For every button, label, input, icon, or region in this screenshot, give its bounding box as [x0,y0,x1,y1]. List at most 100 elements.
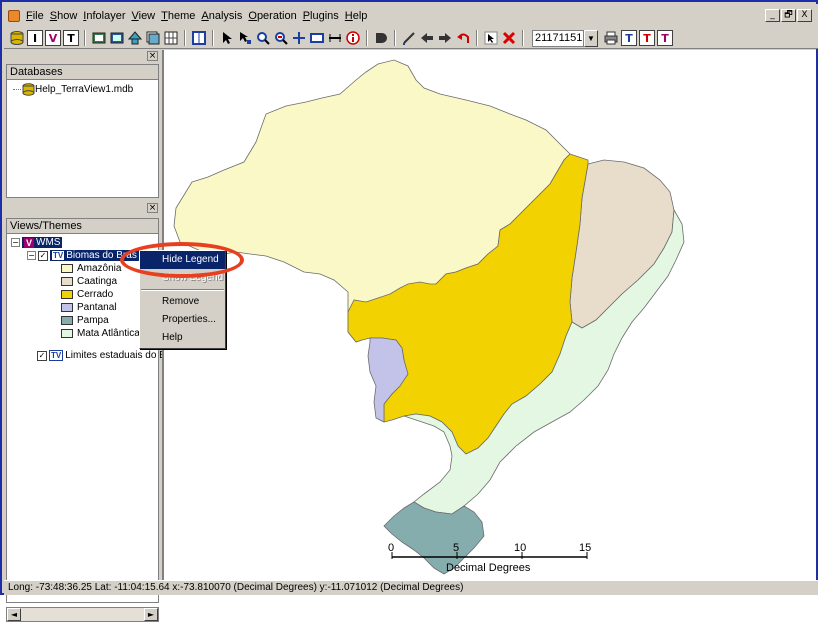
databases-header: Databases [7,65,158,80]
legend-swatch [61,316,73,325]
brazil-map[interactable] [164,50,816,580]
menu-separator [141,289,224,291]
database-icon[interactable] [9,30,25,46]
collapse-icon[interactable]: − [27,251,36,260]
scalebar-tick-15: 15 [579,542,592,554]
menu-theme[interactable]: Theme [161,10,196,22]
info-icon[interactable] [345,30,361,46]
shape-icon[interactable] [373,30,389,46]
tree-connector [13,89,21,90]
pan-icon[interactable] [291,30,307,46]
scroll-left-icon[interactable]: ◄ [7,608,21,621]
delete-icon[interactable] [501,30,517,46]
scale-combo[interactable]: 21171151 ▼ [532,29,598,47]
database-icon [22,83,35,96]
menu-infolayer[interactable]: Infolayer [83,10,126,22]
horizontal-scrollbar[interactable]: ◄ ► [6,607,159,622]
menu-help-item[interactable]: Help [162,332,183,343]
cursor-select-icon[interactable] [483,30,499,46]
text-tool-view-icon[interactable]: T [657,30,673,46]
undo-icon[interactable] [455,30,471,46]
layer-copy-icon[interactable] [145,30,161,46]
layer-up-icon[interactable] [127,30,143,46]
toolbar-separator [394,30,396,46]
scroll-right-icon[interactable]: ► [144,608,158,621]
text-tool-icon[interactable]: T [621,30,637,46]
theme-item-limites[interactable]: ✓ TV Limites estaduais do Bra [37,350,175,361]
menu-file[interactable]: File [26,10,44,22]
database-label: Help_TerraView1.mdb [35,84,134,95]
close-button[interactable]: X [797,9,812,22]
minimize-button[interactable]: _ [765,9,780,22]
theme-icon: TV [52,251,65,260]
infolayer-icon[interactable]: I [27,30,43,46]
close-icon[interactable]: × [147,51,158,61]
legend-item[interactable]: Mata Atlântica [61,328,140,339]
map-canvas[interactable]: 0 5 10 15 Decimal Degrees [162,50,816,580]
status-bar: Long: -73:48:36.25 Lat: -11:04:15.64 x:-… [4,580,818,595]
highlight-ellipse [120,242,244,278]
view-icon: V [24,237,35,248]
toolbar-separator [84,30,86,46]
menu-help[interactable]: Help [344,10,368,22]
legend-item[interactable]: Cerrado [61,289,113,300]
export-icon[interactable] [109,30,125,46]
theme-icon[interactable]: T [63,30,79,46]
measure-icon[interactable] [327,30,343,46]
legend-item[interactable]: Pantanal [61,302,116,313]
menu-view[interactable]: View [131,10,156,22]
legend-label: Pantanal [77,302,117,313]
app-icon[interactable] [8,10,20,22]
database-item[interactable]: Help_TerraView1.mdb [13,83,133,96]
collapse-icon[interactable]: − [11,238,20,247]
toolbar-separator [522,30,524,46]
arrow-right-icon[interactable] [437,30,453,46]
theme-icon: TV [49,350,64,361]
arrow-left-icon[interactable] [419,30,435,46]
grid-icon[interactable] [163,30,179,46]
print-icon[interactable] [603,30,619,46]
menu-analysis[interactable]: Analysis [201,10,243,22]
theme-checkbox[interactable]: ✓ [38,250,48,261]
scale-value[interactable]: 21171151 [532,29,584,47]
restore-button[interactable]: 🗗 [781,9,796,22]
scalebar-tick-10: 10 [514,542,527,554]
view-item-wms[interactable]: − V WMS [11,237,63,248]
menu-plugins[interactable]: Plugins [302,10,339,22]
chevron-down-icon[interactable]: ▼ [584,29,598,47]
legend-swatch [61,303,73,312]
biome-mata-atlantica [403,208,685,515]
pointer-icon[interactable] [219,30,235,46]
theme-label: Biomas do Bras [66,250,137,261]
theme-label: Limites estaduais do Bra [65,350,175,361]
view-icon[interactable]: V [45,30,61,46]
close-icon[interactable]: × [147,203,158,213]
biome-pantanal [367,337,409,423]
menu-remove[interactable]: Remove [162,296,200,307]
import-icon[interactable] [91,30,107,46]
legend-label: Cerrado [77,289,114,300]
menu-properties[interactable]: Properties... [162,314,216,325]
zoom-area-icon[interactable] [309,30,325,46]
legend-item[interactable]: Amazônia [61,263,121,274]
legend-item[interactable]: Caatinga [61,276,117,287]
menu-operation[interactable]: Operation [248,10,297,22]
scalebar-tick-0: 0 [388,542,395,554]
scale-bar [391,552,588,559]
legend-swatch [61,277,73,286]
theme-node-selected[interactable]: TV Biomas do Bras [50,250,139,261]
text-tool-red-icon[interactable]: T [639,30,655,46]
legend-swatch [61,264,73,273]
zoom-in-icon[interactable] [255,30,271,46]
legend-item[interactable]: Pampa [61,315,109,326]
theme-checkbox[interactable]: ✓ [37,350,47,361]
zoom-out-icon[interactable] [273,30,289,46]
display-icon[interactable] [191,30,207,46]
select-arrow-icon[interactable] [237,30,253,46]
view-node-selected[interactable]: V WMS [22,237,63,248]
legend-label: Mata Atlântica [77,328,140,339]
menu-show[interactable]: Show [49,10,78,22]
theme-item-biomas[interactable]: − ✓ TV Biomas do Bras [27,250,139,261]
legend-label: Caatinga [77,276,118,287]
edit-pencil-icon[interactable] [401,30,417,46]
